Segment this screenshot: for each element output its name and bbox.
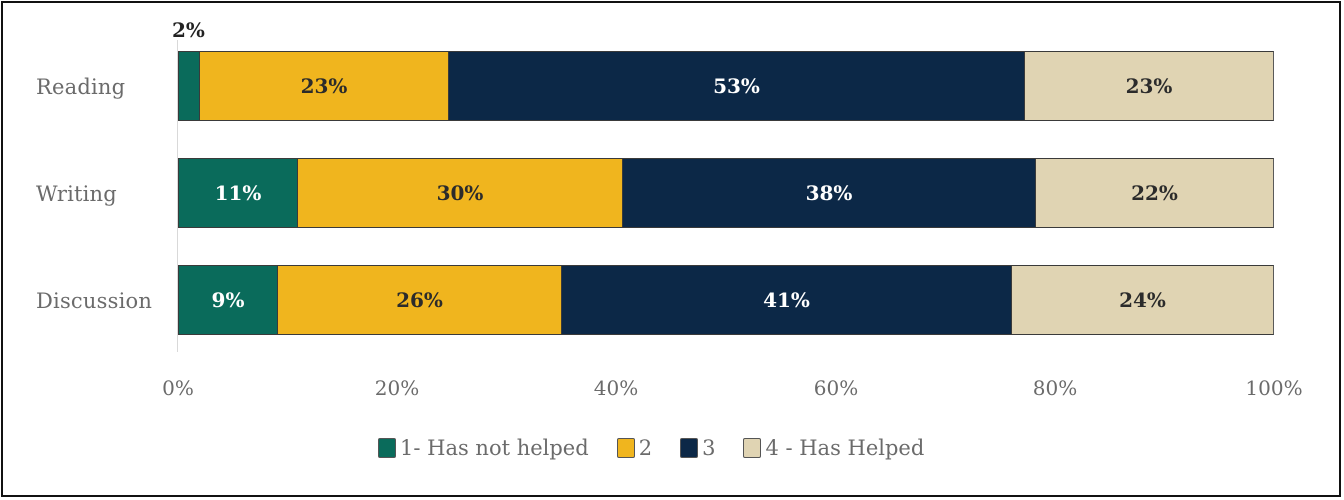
bar-discussion: 9% 26% 41% 24%	[178, 265, 1274, 335]
legend-item-2: 2	[616, 436, 653, 460]
segment-discussion-2: 26%	[277, 265, 561, 335]
legend-swatch-1	[378, 438, 396, 458]
category-label-reading: Reading	[36, 75, 126, 99]
segment-reading-2: 23%	[199, 51, 448, 121]
segment-reading-4: 23%	[1024, 51, 1274, 121]
y-axis-line	[177, 40, 178, 352]
bar-writing: 11% 30% 38% 22%	[178, 158, 1274, 228]
legend-item-4: 4 - Has Helped	[743, 436, 924, 460]
segment-discussion-1: 9%	[178, 265, 277, 335]
x-tick-40: 40%	[593, 376, 639, 400]
legend-item-3: 3	[680, 436, 715, 460]
legend-label-4: 4 - Has Helped	[765, 436, 925, 460]
legend-swatch-3	[680, 438, 699, 458]
bar-reading: 23% 53% 23%	[178, 51, 1274, 121]
legend: 1- Has not helped 2 3 4 - Has Helped	[378, 436, 924, 460]
legend-label-3: 3	[702, 436, 716, 460]
segment-discussion-3: 41%	[561, 265, 1011, 335]
segment-reading-1	[178, 51, 199, 121]
legend-swatch-4	[743, 438, 762, 458]
segment-writing-1: 11%	[178, 158, 297, 228]
x-tick-0: 0%	[162, 376, 194, 400]
segment-reading-3: 53%	[448, 51, 1024, 121]
x-tick-80: 80%	[1032, 376, 1078, 400]
segment-discussion-4: 24%	[1011, 265, 1274, 335]
category-label-writing: Writing	[36, 182, 117, 206]
legend-label-2: 2	[638, 436, 653, 460]
category-label-discussion: Discussion	[36, 289, 153, 313]
legend-label-1: 1- Has not helped	[400, 436, 589, 460]
x-tick-60: 60%	[813, 376, 859, 400]
legend-swatch-2	[616, 438, 635, 458]
x-tick-100: 100%	[1245, 376, 1303, 400]
x-tick-20: 20%	[374, 376, 420, 400]
segment-writing-4: 22%	[1035, 158, 1274, 228]
data-label-reading-s1: 2%	[172, 18, 205, 42]
segment-writing-3: 38%	[622, 158, 1035, 228]
segment-writing-2: 30%	[297, 158, 622, 228]
legend-item-1: 1- Has not helped	[378, 436, 589, 460]
